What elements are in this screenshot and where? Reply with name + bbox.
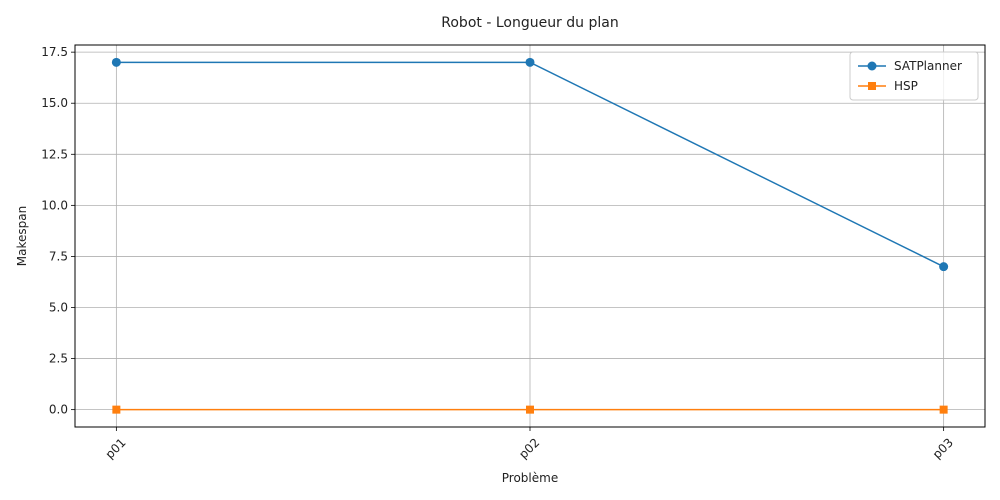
legend-box [849,51,979,101]
data-point [525,57,535,67]
y-axis: 0.0 2.5 5.0 7.5 10.0 12.5 15.0 17.5 [41,45,75,417]
legend-label: SATPlanner [894,59,962,73]
legend-marker [867,61,877,71]
y-tick-label: 7.5 [49,249,68,263]
y-tick-label: 5.0 [49,300,68,314]
y-axis-label: Makespan [15,206,29,266]
y-tick-label: 2.5 [49,352,68,366]
y-tick-label: 0.0 [49,403,68,417]
grid [75,45,985,427]
legend-marker [868,82,876,90]
data-point [526,405,534,414]
y-tick-label: 10.0 [41,198,68,212]
legend-label: HSP [894,79,918,93]
y-tick-label: 12.5 [41,147,68,161]
legend: SATPlanner HSP [849,51,979,101]
data-point [939,262,949,272]
x-axis-label: Problème [502,471,558,485]
data-point [112,405,121,414]
data-point [939,405,948,414]
data-point [111,57,121,67]
plot-series [111,57,949,414]
y-tick-label: 15.0 [41,96,68,110]
chart-title: Robot - Longueur du plan [441,15,618,31]
y-tick-label: 17.5 [41,45,68,59]
